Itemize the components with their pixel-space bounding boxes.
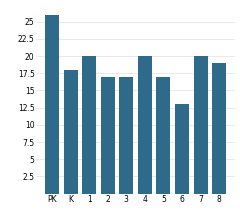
Bar <box>82 56 96 194</box>
Bar <box>64 70 78 194</box>
Bar <box>119 77 133 194</box>
Bar <box>175 104 189 194</box>
Bar <box>156 77 170 194</box>
Bar <box>212 63 226 194</box>
Bar <box>101 77 115 194</box>
Bar <box>194 56 208 194</box>
Bar <box>45 15 59 194</box>
Bar <box>138 56 152 194</box>
